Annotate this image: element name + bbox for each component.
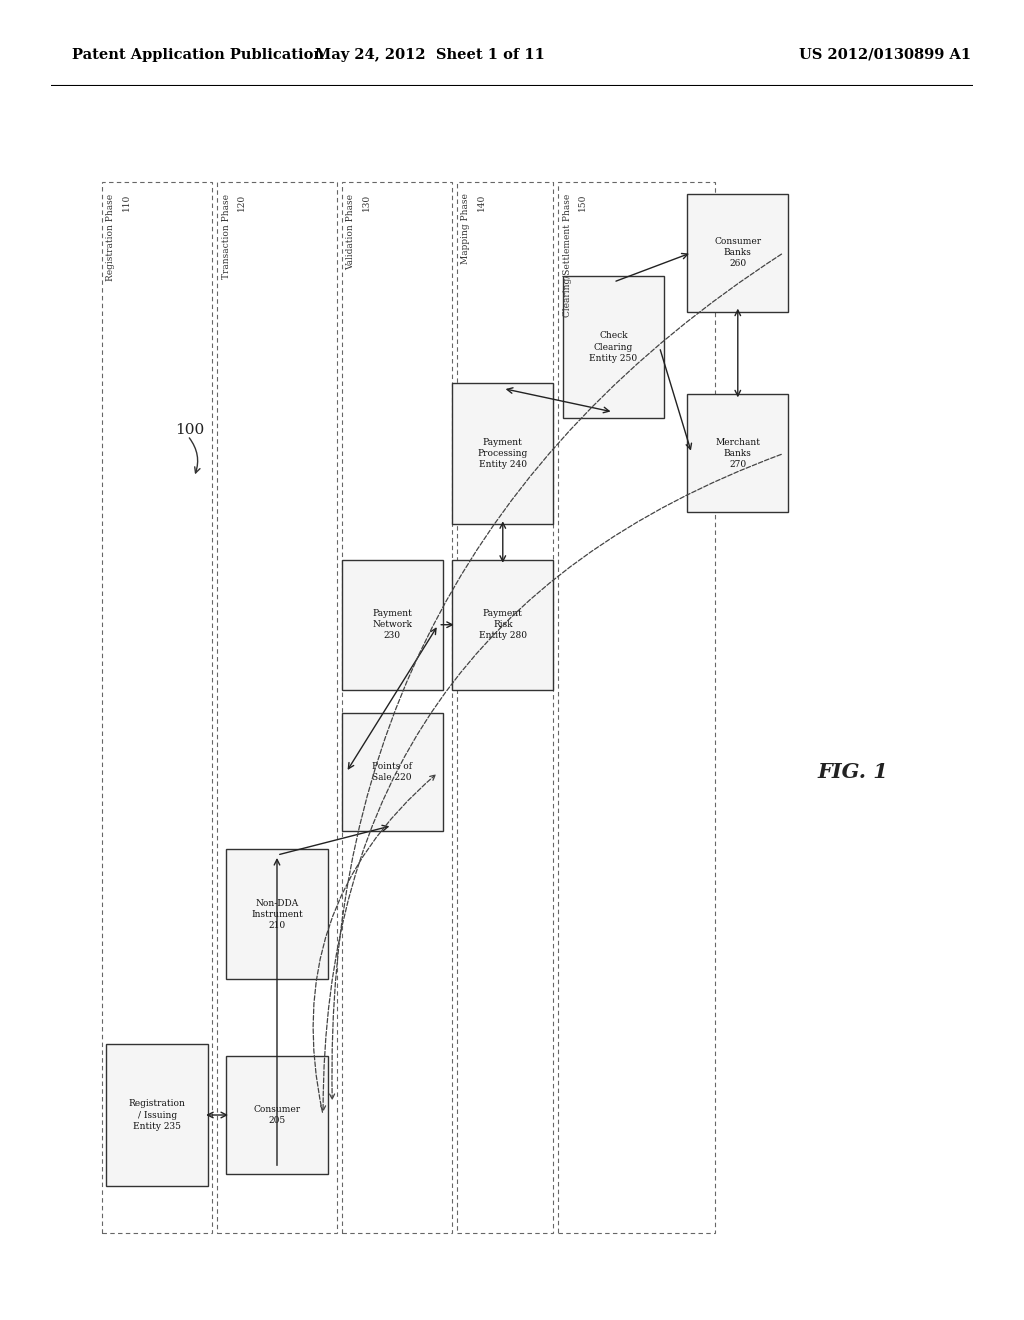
Text: May 24, 2012  Sheet 1 of 11: May 24, 2012 Sheet 1 of 11 bbox=[315, 48, 545, 62]
Text: Registration
/ Issuing
Entity 235: Registration / Issuing Entity 235 bbox=[129, 1100, 185, 1131]
Text: Consumer
Banks
260: Consumer Banks 260 bbox=[714, 238, 762, 268]
Text: Validation Phase: Validation Phase bbox=[346, 194, 355, 269]
Text: 130: 130 bbox=[361, 194, 371, 211]
Text: Payment
Network
230: Payment Network 230 bbox=[372, 609, 413, 640]
Text: 140: 140 bbox=[477, 194, 486, 211]
FancyBboxPatch shape bbox=[106, 1044, 208, 1185]
Text: 100: 100 bbox=[176, 422, 205, 437]
Text: Registration Phase: Registration Phase bbox=[106, 194, 116, 281]
Bar bbox=[217, 182, 337, 1233]
FancyBboxPatch shape bbox=[226, 1056, 328, 1173]
FancyBboxPatch shape bbox=[453, 383, 554, 524]
FancyBboxPatch shape bbox=[687, 194, 788, 312]
Text: Non-DDA
Instrument
210: Non-DDA Instrument 210 bbox=[251, 899, 303, 929]
Text: FIG. 1: FIG. 1 bbox=[817, 763, 889, 783]
FancyBboxPatch shape bbox=[342, 560, 442, 689]
Text: US 2012/0130899 A1: US 2012/0130899 A1 bbox=[799, 48, 971, 62]
Bar bbox=[558, 182, 715, 1233]
Text: Clearing/Settlement Phase: Clearing/Settlement Phase bbox=[563, 194, 571, 317]
FancyBboxPatch shape bbox=[687, 395, 788, 512]
Bar bbox=[102, 182, 213, 1233]
Bar bbox=[342, 182, 453, 1233]
Text: Points of
Sale 220: Points of Sale 220 bbox=[372, 763, 413, 783]
Text: 150: 150 bbox=[579, 194, 588, 211]
Text: Patent Application Publication: Patent Application Publication bbox=[72, 48, 324, 62]
FancyBboxPatch shape bbox=[563, 276, 664, 418]
Text: Mapping Phase: Mapping Phase bbox=[461, 194, 470, 264]
FancyBboxPatch shape bbox=[453, 560, 554, 689]
FancyBboxPatch shape bbox=[342, 713, 442, 832]
Text: Check
Clearing
Entity 250: Check Clearing Entity 250 bbox=[590, 331, 637, 363]
Text: 120: 120 bbox=[238, 194, 247, 211]
Bar bbox=[457, 182, 554, 1233]
Text: Payment
Risk
Entity 280: Payment Risk Entity 280 bbox=[479, 609, 526, 640]
Text: Payment
Processing
Entity 240: Payment Processing Entity 240 bbox=[477, 438, 528, 469]
FancyBboxPatch shape bbox=[226, 849, 328, 979]
Text: Transaction Phase: Transaction Phase bbox=[222, 194, 230, 279]
Text: Consumer
205: Consumer 205 bbox=[253, 1105, 301, 1125]
Text: 110: 110 bbox=[122, 194, 131, 211]
Text: Merchant
Banks
270: Merchant Banks 270 bbox=[716, 438, 760, 469]
